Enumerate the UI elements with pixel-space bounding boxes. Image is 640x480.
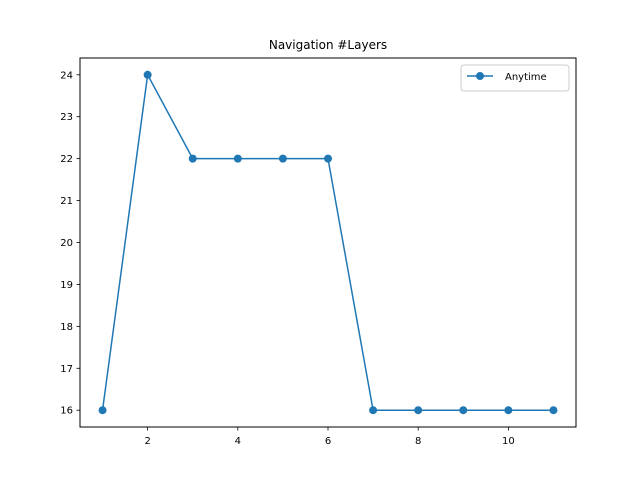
data-point xyxy=(188,154,197,163)
x-tick-label: 8 xyxy=(415,436,421,447)
plot-area xyxy=(98,70,558,415)
x-tick-label: 4 xyxy=(235,436,241,447)
chart-title: Navigation #Layers xyxy=(269,38,387,52)
x-tick-label: 10 xyxy=(502,436,515,447)
x-tick-label: 2 xyxy=(144,436,150,447)
data-point xyxy=(549,406,558,415)
y-axis: 16 17 18 19 20 21 22 23 24 xyxy=(60,70,80,417)
y-tick-label: 22 xyxy=(60,154,73,165)
legend: Anytime xyxy=(460,64,570,92)
data-point xyxy=(414,406,423,415)
y-tick-label: 18 xyxy=(60,322,73,333)
x-axis: 2 4 6 8 10 xyxy=(144,427,515,447)
y-tick-label: 23 xyxy=(60,112,73,123)
data-point xyxy=(459,406,468,415)
y-tick-label: 19 xyxy=(60,280,73,291)
y-tick-label: 24 xyxy=(60,70,73,81)
data-point xyxy=(278,154,287,163)
legend-box xyxy=(460,64,570,92)
y-tick-label: 17 xyxy=(60,364,73,375)
data-point xyxy=(369,406,378,415)
data-point xyxy=(504,406,513,415)
y-tick-label: 21 xyxy=(60,196,73,207)
y-tick-label: 20 xyxy=(60,238,73,249)
y-tick-label: 16 xyxy=(60,406,73,417)
x-tick-label: 6 xyxy=(325,436,331,447)
data-point xyxy=(324,154,332,163)
series-line-anytime xyxy=(101,72,554,411)
axes-frame xyxy=(79,57,577,428)
data-point xyxy=(143,70,152,79)
legend-label-anytime: Anytime xyxy=(505,72,547,83)
data-point xyxy=(233,154,242,163)
legend-marker-anytime xyxy=(476,72,484,80)
data-point xyxy=(98,406,107,415)
